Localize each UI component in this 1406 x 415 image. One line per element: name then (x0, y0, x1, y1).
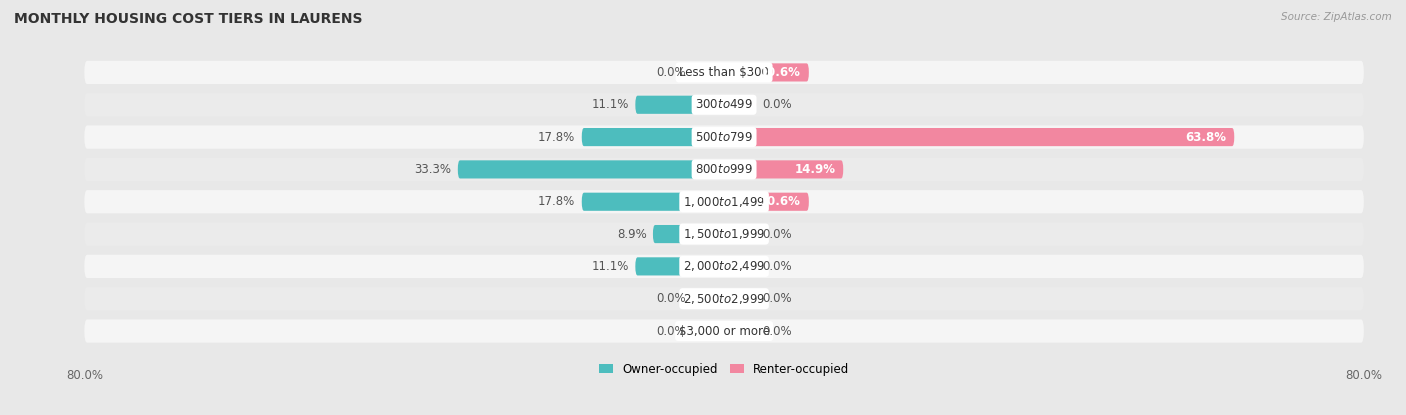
FancyBboxPatch shape (84, 255, 1364, 278)
FancyBboxPatch shape (84, 61, 1364, 84)
FancyBboxPatch shape (582, 128, 724, 146)
FancyBboxPatch shape (724, 63, 808, 81)
FancyBboxPatch shape (458, 160, 724, 178)
Text: $2,500 to $2,999: $2,500 to $2,999 (683, 292, 765, 306)
Text: 0.0%: 0.0% (762, 292, 792, 305)
Text: 0.0%: 0.0% (762, 325, 792, 337)
Text: 0.0%: 0.0% (657, 325, 686, 337)
FancyBboxPatch shape (84, 287, 1364, 310)
FancyBboxPatch shape (724, 160, 844, 178)
FancyBboxPatch shape (692, 322, 724, 340)
Text: $1,500 to $1,999: $1,500 to $1,999 (683, 227, 765, 241)
FancyBboxPatch shape (692, 63, 724, 81)
Text: 17.8%: 17.8% (538, 195, 575, 208)
Text: 8.9%: 8.9% (617, 227, 647, 241)
FancyBboxPatch shape (724, 193, 808, 211)
Text: 10.6%: 10.6% (761, 66, 801, 79)
FancyBboxPatch shape (84, 190, 1364, 213)
FancyBboxPatch shape (84, 93, 1364, 116)
Text: 17.8%: 17.8% (538, 131, 575, 144)
Text: 11.1%: 11.1% (592, 98, 628, 111)
Text: 0.0%: 0.0% (762, 260, 792, 273)
FancyBboxPatch shape (724, 128, 1234, 146)
FancyBboxPatch shape (84, 222, 1364, 246)
FancyBboxPatch shape (636, 96, 724, 114)
Text: 11.1%: 11.1% (592, 260, 628, 273)
FancyBboxPatch shape (636, 257, 724, 276)
FancyBboxPatch shape (84, 125, 1364, 149)
Text: $300 to $499: $300 to $499 (695, 98, 754, 111)
Text: 33.3%: 33.3% (415, 163, 451, 176)
Text: $1,000 to $1,499: $1,000 to $1,499 (683, 195, 765, 209)
Text: $500 to $799: $500 to $799 (695, 131, 754, 144)
FancyBboxPatch shape (724, 290, 756, 308)
Text: $800 to $999: $800 to $999 (695, 163, 754, 176)
Text: Less than $300: Less than $300 (679, 66, 769, 79)
FancyBboxPatch shape (692, 290, 724, 308)
Text: $3,000 or more: $3,000 or more (679, 325, 769, 337)
FancyBboxPatch shape (724, 322, 756, 340)
FancyBboxPatch shape (84, 158, 1364, 181)
Text: 10.6%: 10.6% (761, 195, 801, 208)
FancyBboxPatch shape (84, 320, 1364, 343)
Text: 0.0%: 0.0% (657, 66, 686, 79)
FancyBboxPatch shape (724, 96, 756, 114)
Text: 14.9%: 14.9% (794, 163, 835, 176)
FancyBboxPatch shape (652, 225, 724, 243)
Text: MONTHLY HOUSING COST TIERS IN LAURENS: MONTHLY HOUSING COST TIERS IN LAURENS (14, 12, 363, 27)
FancyBboxPatch shape (724, 257, 756, 276)
Text: 63.8%: 63.8% (1185, 131, 1226, 144)
Text: $2,000 to $2,499: $2,000 to $2,499 (683, 259, 765, 273)
Text: 0.0%: 0.0% (762, 98, 792, 111)
FancyBboxPatch shape (724, 225, 756, 243)
FancyBboxPatch shape (582, 193, 724, 211)
Text: 0.0%: 0.0% (762, 227, 792, 241)
Text: 0.0%: 0.0% (657, 292, 686, 305)
Legend: Owner-occupied, Renter-occupied: Owner-occupied, Renter-occupied (599, 363, 849, 376)
Text: Source: ZipAtlas.com: Source: ZipAtlas.com (1281, 12, 1392, 22)
